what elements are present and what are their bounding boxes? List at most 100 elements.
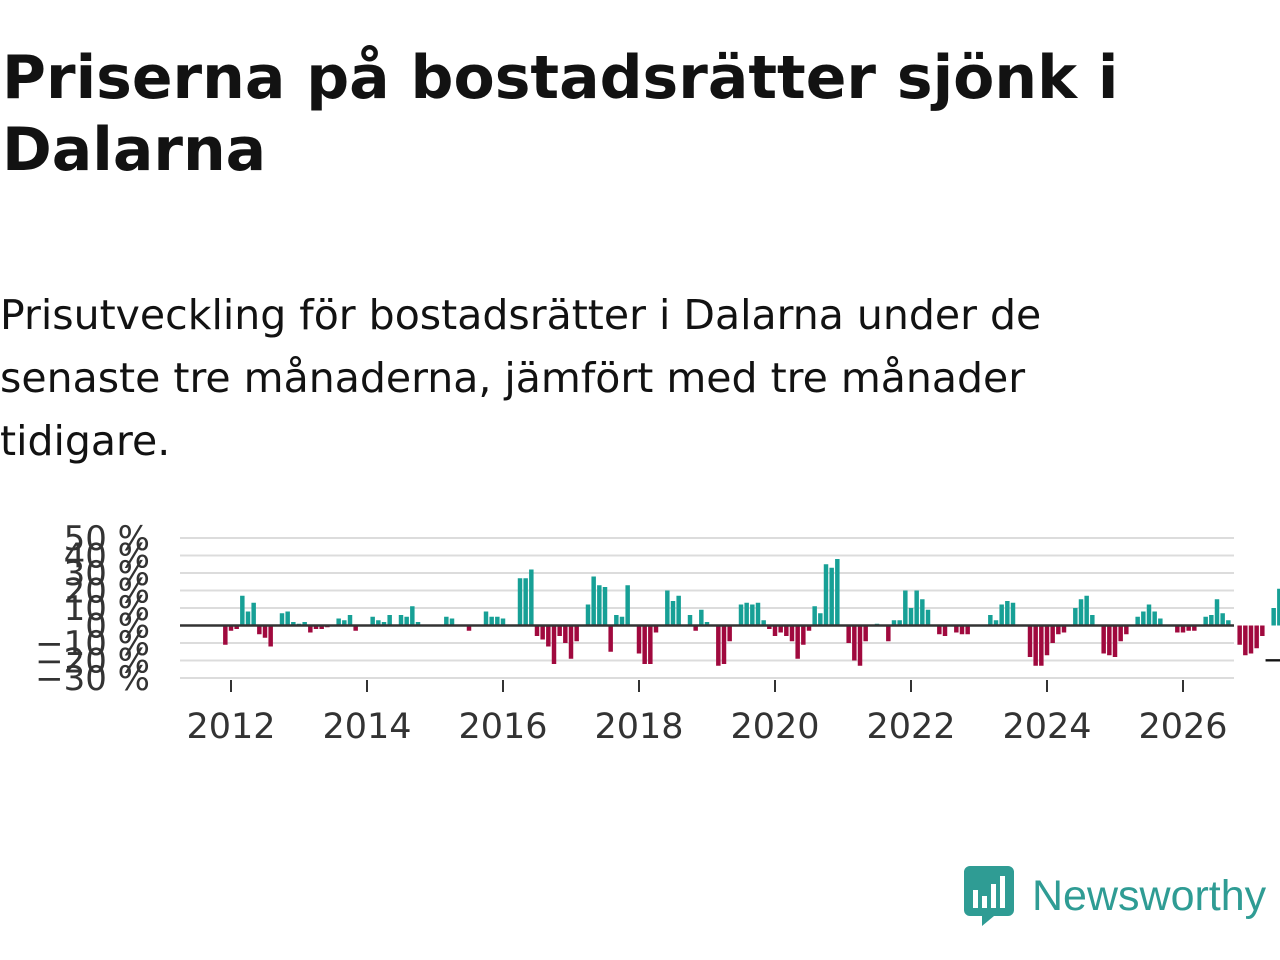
bar xyxy=(670,601,676,626)
bar xyxy=(336,618,341,626)
bar xyxy=(1260,625,1265,636)
bar xyxy=(965,625,970,635)
bar xyxy=(687,615,693,626)
bar xyxy=(534,625,540,636)
bar xyxy=(291,622,296,626)
bar xyxy=(387,615,392,626)
bar xyxy=(795,625,800,659)
bar xyxy=(1214,599,1220,626)
bar xyxy=(925,609,931,626)
bar xyxy=(1027,625,1033,657)
bar xyxy=(642,625,647,664)
bar xyxy=(1073,608,1078,626)
bar xyxy=(886,625,891,642)
bar xyxy=(308,625,313,633)
bar xyxy=(223,625,228,645)
x-tick-label: 2016 xyxy=(458,707,547,747)
bar xyxy=(625,585,630,626)
bar xyxy=(546,625,551,647)
bar xyxy=(489,616,494,626)
bar xyxy=(937,625,942,635)
bar xyxy=(999,604,1004,626)
bar xyxy=(1044,625,1050,656)
bar xyxy=(676,595,681,626)
bar xyxy=(1112,625,1118,657)
bar xyxy=(891,620,897,626)
x-tick-label: 2018 xyxy=(594,707,683,747)
bar xyxy=(1180,625,1186,633)
bar xyxy=(857,625,863,666)
bar xyxy=(1061,625,1067,633)
bar xyxy=(228,625,234,631)
bar xyxy=(648,625,653,664)
bar xyxy=(551,625,557,664)
bar xyxy=(410,606,415,626)
bar xyxy=(812,606,817,626)
y-tick-label: 0 % xyxy=(85,607,150,647)
bar xyxy=(1271,608,1276,626)
y-tick-label: −30 % xyxy=(35,659,150,699)
bar xyxy=(1005,601,1010,626)
y-tick-label: 40 % xyxy=(64,537,150,577)
newsworthy-logo: Newsworthy xyxy=(964,866,1266,926)
bar xyxy=(240,595,245,626)
bar xyxy=(1124,625,1129,635)
bar xyxy=(1220,613,1225,626)
bar xyxy=(738,604,744,626)
x-tick-label: 2022 xyxy=(866,707,955,747)
bar xyxy=(636,625,642,654)
bar xyxy=(1209,615,1214,626)
bar xyxy=(285,611,290,626)
bar xyxy=(761,620,766,626)
bar xyxy=(914,590,919,626)
annotations: −4 % xyxy=(1259,640,1280,680)
bar xyxy=(563,625,568,643)
bar-chart: 50 %40 %30 %20 %10 %0 %−10 %−20 %−30 % 2… xyxy=(35,519,1280,747)
bar xyxy=(415,622,421,626)
bar xyxy=(495,616,500,626)
bar xyxy=(1101,625,1106,654)
bar xyxy=(585,604,591,626)
bar xyxy=(449,618,455,626)
bar xyxy=(466,625,472,631)
bar xyxy=(347,615,353,626)
bar xyxy=(234,625,239,629)
bar xyxy=(665,590,670,626)
bar xyxy=(517,578,523,626)
bar xyxy=(313,625,319,629)
bar xyxy=(614,615,619,626)
bar xyxy=(908,608,914,626)
bar xyxy=(755,602,761,626)
y-tick-label: 30 % xyxy=(64,554,150,594)
bar xyxy=(789,625,795,642)
bar xyxy=(302,622,307,626)
bar xyxy=(653,625,659,633)
y-tick-label: −10 % xyxy=(35,624,150,664)
bar xyxy=(540,625,545,640)
bar xyxy=(1254,625,1259,649)
bar xyxy=(897,620,902,626)
bar xyxy=(1118,625,1123,642)
bars xyxy=(223,559,1280,666)
bar xyxy=(993,620,999,626)
bar xyxy=(1175,625,1180,633)
bar xyxy=(693,625,698,631)
bar xyxy=(1084,595,1089,626)
bar xyxy=(342,620,347,626)
bar xyxy=(1226,620,1231,626)
bar xyxy=(1192,625,1197,631)
bar xyxy=(568,625,574,659)
bar xyxy=(500,618,506,626)
bar xyxy=(1248,625,1254,654)
bar xyxy=(319,625,324,629)
bar xyxy=(591,576,596,626)
bar xyxy=(818,613,823,626)
bar xyxy=(262,625,268,638)
bar xyxy=(257,625,262,635)
bar xyxy=(1078,599,1084,626)
bar xyxy=(1141,611,1146,626)
bar xyxy=(863,625,868,642)
bar xyxy=(404,616,409,626)
bar xyxy=(1146,604,1152,626)
gridlines xyxy=(180,537,1234,679)
